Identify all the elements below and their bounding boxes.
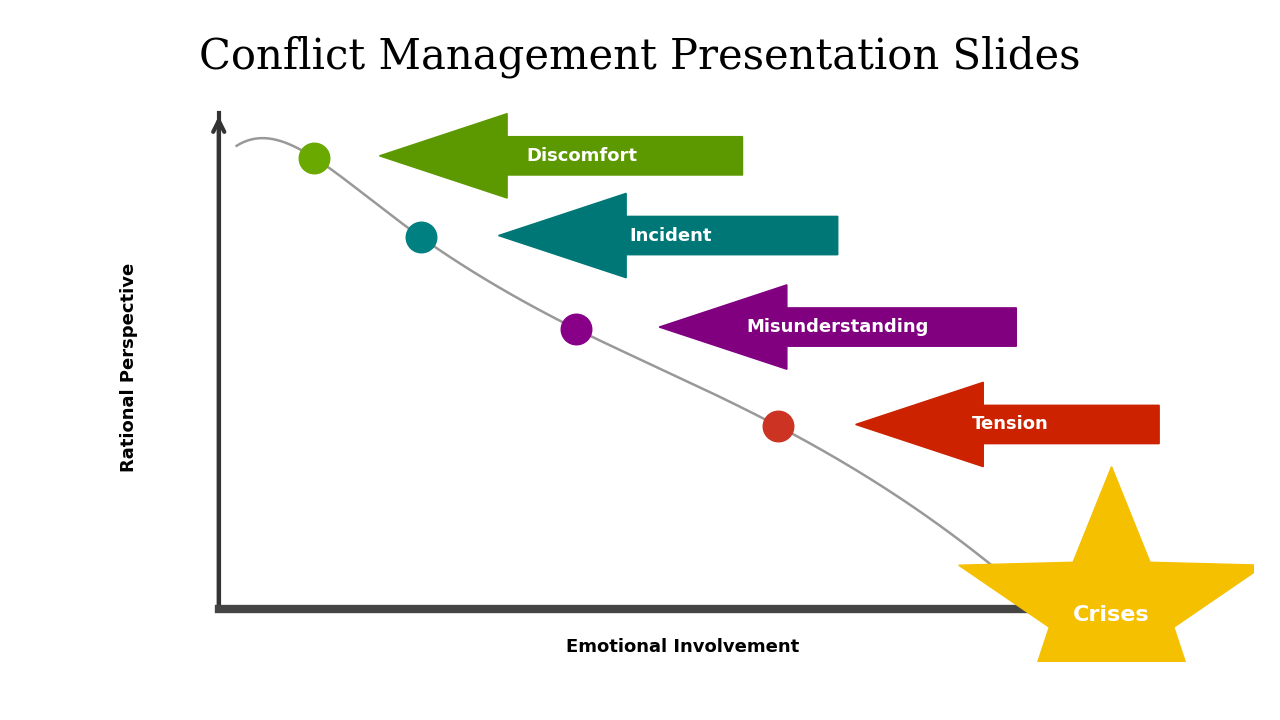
Text: Rational Perspective: Rational Perspective bbox=[120, 263, 138, 472]
Text: Crises: Crises bbox=[1073, 606, 1149, 625]
Text: Conflict Management Presentation Slides: Conflict Management Presentation Slides bbox=[200, 36, 1080, 78]
Text: Discomfort: Discomfort bbox=[526, 147, 637, 165]
Polygon shape bbox=[855, 382, 1160, 467]
Text: Tension: Tension bbox=[972, 415, 1048, 433]
Polygon shape bbox=[379, 114, 742, 198]
Text: Emotional Involvement: Emotional Involvement bbox=[566, 639, 800, 657]
Text: Misunderstanding: Misunderstanding bbox=[746, 318, 929, 336]
Polygon shape bbox=[659, 285, 1016, 369]
Text: Incident: Incident bbox=[630, 227, 713, 245]
Polygon shape bbox=[498, 194, 838, 278]
Polygon shape bbox=[959, 467, 1265, 720]
